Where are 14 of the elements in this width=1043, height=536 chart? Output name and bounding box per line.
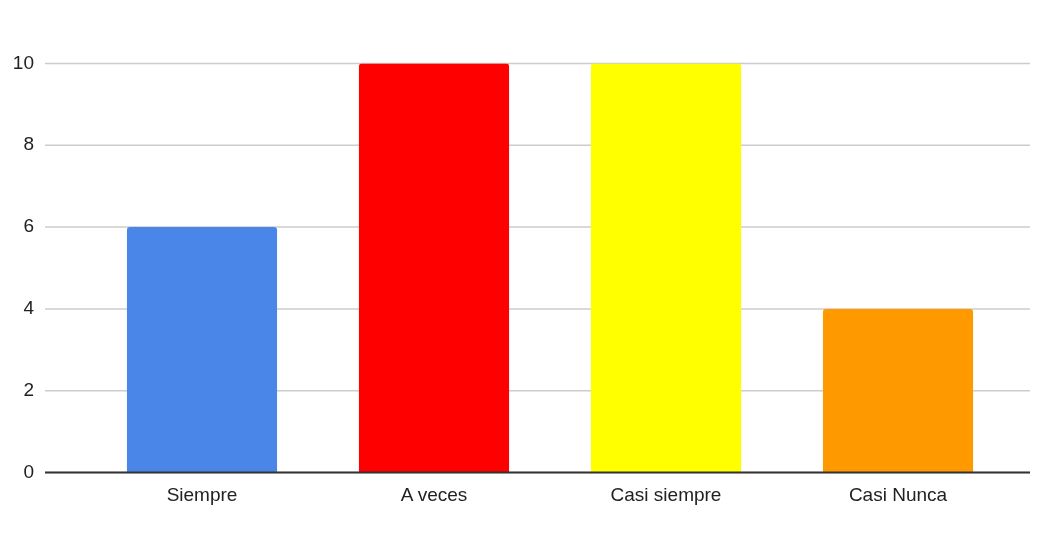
x-tick-label: Siempre (166, 484, 238, 506)
y-tick-label: 0 (23, 460, 34, 482)
bar (822, 308, 974, 473)
y-tick-label: 2 (23, 378, 34, 400)
bar (590, 63, 742, 473)
x-tick-label: Casi siempre (610, 484, 722, 506)
x-tick-label: A veces (400, 484, 468, 506)
x-tick-label: Casi Nunca (848, 484, 948, 506)
y-tick-label: 8 (23, 133, 34, 155)
y-tick-label: 10 (12, 51, 34, 73)
bar (358, 63, 510, 473)
y-tick-label: 6 (23, 215, 34, 237)
y-tick-label: 4 (23, 297, 35, 319)
bar (126, 227, 278, 473)
